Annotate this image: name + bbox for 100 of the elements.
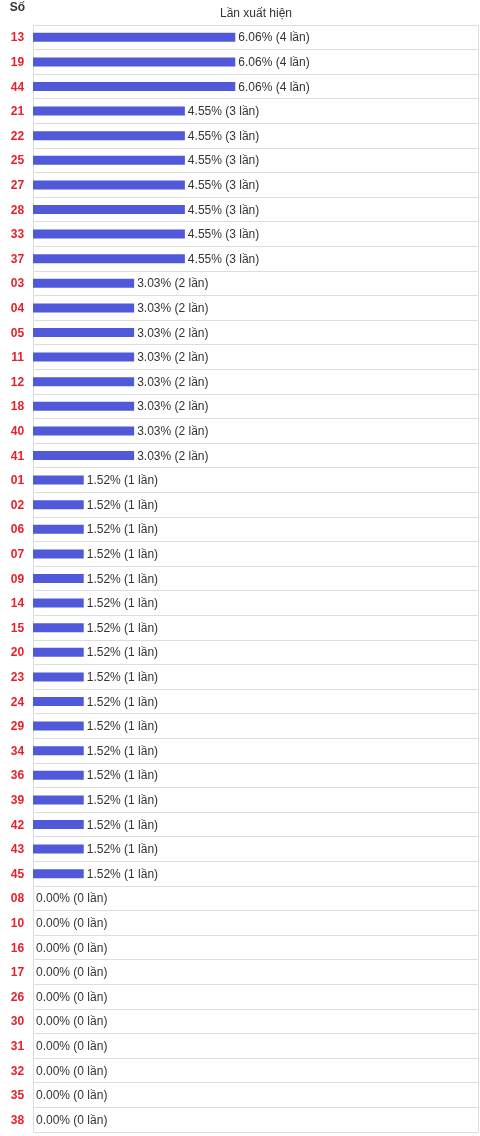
y-tick-label: 30 (10, 1014, 25, 1029)
bar (33, 574, 84, 583)
bar (33, 475, 84, 485)
y-tick-label: 01 (10, 473, 25, 488)
data-label: 1.52% (1 lần) (86, 571, 159, 586)
data-label: 4.55% (3 lần) (187, 153, 260, 168)
data-label: 0.00% (0 lần) (36, 891, 108, 906)
y-tick-label: 24 (10, 694, 25, 709)
data-label: 0.00% (0 lần) (36, 940, 108, 955)
bar (33, 426, 135, 436)
data-label: 4.55% (3 lần) (187, 128, 260, 143)
y-tick-label: 45 (10, 866, 25, 881)
bar (33, 352, 135, 362)
data-label: 6.06% (4 lần) (238, 79, 310, 94)
bar (33, 303, 135, 313)
y-tick-label: 20 (10, 645, 25, 660)
y-tick-label: 27 (10, 177, 25, 192)
bar (33, 697, 84, 706)
data-label: 1.52% (1 lần) (86, 768, 159, 783)
data-label: 1.52% (1 lần) (86, 842, 159, 857)
y-tick-label: 13 (10, 30, 25, 45)
y-tick-label: 05 (10, 325, 25, 340)
y-tick-label: 40 (10, 423, 25, 438)
y-tick-label: 18 (10, 399, 25, 414)
y-tick-label: 04 (10, 300, 25, 315)
data-label: 3.03% (2 lần) (137, 374, 209, 389)
y-tick-label: 39 (10, 792, 25, 807)
data-label: 4.55% (3 lần) (187, 227, 260, 242)
y-tick-label: 28 (10, 202, 25, 217)
data-label: 0.00% (0 lần) (36, 1063, 108, 1078)
data-label: 4.55% (3 lần) (187, 104, 260, 119)
y-tick-label: 11 (11, 350, 25, 365)
bar (33, 131, 185, 141)
data-label: 1.52% (1 lần) (86, 719, 159, 734)
y-tick-label: 02 (10, 497, 25, 512)
bar (33, 623, 84, 633)
data-label: 0.00% (0 lần) (36, 989, 108, 1004)
data-label: 1.52% (1 lần) (86, 792, 159, 807)
bar (33, 770, 84, 780)
data-label: 4.55% (3 lần) (187, 251, 260, 266)
y-tick-label: 29 (10, 719, 25, 734)
y-tick-label: 21 (10, 104, 25, 119)
bar (33, 57, 236, 67)
data-label: 0.00% (0 lần) (36, 1112, 108, 1127)
y-tick-label: 31 (10, 1038, 25, 1053)
data-label: 0.00% (0 lần) (36, 965, 108, 980)
data-label: 3.03% (2 lần) (137, 325, 209, 340)
y-tick-label: 41 (10, 448, 25, 463)
data-label: 4.55% (3 lần) (187, 177, 260, 192)
bar (33, 524, 84, 534)
y-tick-label: 32 (10, 1063, 25, 1078)
bar (33, 106, 185, 116)
bar (33, 647, 84, 657)
data-label: 0.00% (0 lần) (36, 1088, 108, 1103)
data-label: 1.52% (1 lần) (86, 817, 159, 832)
y-tick-label: 12 (10, 374, 25, 389)
y-tick-label: 16 (10, 940, 25, 955)
y-tick-label: 26 (10, 989, 25, 1004)
data-label: 3.03% (2 lần) (137, 276, 209, 291)
data-label: 1.52% (1 lần) (86, 743, 159, 758)
data-label: 1.52% (1 lần) (86, 596, 159, 611)
x-axis-title: Lần xuất hiện (219, 5, 293, 20)
data-label: 1.52% (1 lần) (86, 866, 159, 881)
bar (33, 328, 135, 337)
bar (33, 32, 236, 42)
y-tick-label: 36 (10, 768, 25, 783)
bar (33, 795, 84, 805)
data-label: 6.06% (4 lần) (238, 54, 310, 69)
y-tick-label: 44 (10, 79, 25, 94)
y-tick-label: 14 (10, 596, 25, 611)
data-label: 1.52% (1 lần) (86, 497, 159, 512)
data-label: 0.00% (0 lần) (36, 1014, 108, 1029)
y-tick-label: 25 (10, 153, 25, 168)
y-tick-label: 17 (10, 965, 25, 980)
y-tick-label: 43 (10, 842, 25, 857)
bar (33, 721, 84, 731)
y-tick-label: 10 (10, 915, 25, 930)
bar (33, 401, 135, 411)
bar (33, 869, 84, 879)
data-label: 3.03% (2 lần) (137, 423, 209, 438)
y-tick-label: 22 (10, 128, 25, 143)
data-label: 1.52% (1 lần) (86, 645, 159, 660)
data-label: 1.52% (1 lần) (86, 620, 159, 635)
data-label: 6.06% (4 lần) (238, 30, 310, 45)
y-tick-label: 23 (10, 669, 25, 684)
y-tick-label: 09 (10, 571, 25, 586)
bar (33, 229, 185, 239)
bar (33, 451, 135, 460)
y-tick-label: 34 (10, 743, 25, 758)
data-label: 3.03% (2 lần) (137, 350, 209, 365)
y-tick-label: 38 (10, 1112, 25, 1127)
y-tick-label: 07 (10, 546, 25, 561)
data-label: 3.03% (2 lần) (137, 448, 209, 463)
bar (33, 155, 185, 165)
bar (33, 549, 84, 559)
data-label: 1.52% (1 lần) (86, 546, 159, 561)
bar (33, 844, 84, 854)
data-label: 4.55% (3 lần) (187, 202, 260, 217)
y-axis-title: Số (9, 0, 26, 14)
y-tick-label: 03 (10, 276, 25, 291)
